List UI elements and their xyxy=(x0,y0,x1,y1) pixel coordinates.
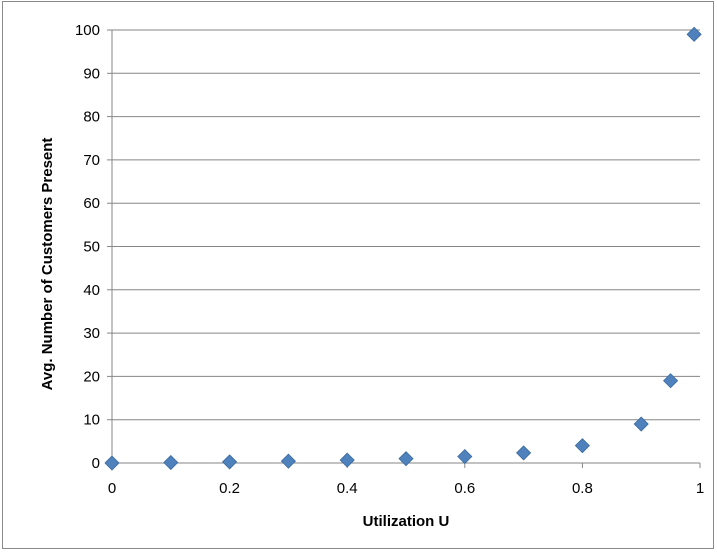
axes xyxy=(107,29,701,468)
x-tick-label: 0.4 xyxy=(337,480,358,497)
data-point xyxy=(339,452,355,468)
data-point xyxy=(663,373,679,389)
y-tick-labels: 0 10 20 30 40 50 60 70 80 90 100 xyxy=(75,22,100,472)
data-point xyxy=(398,451,414,467)
data-point xyxy=(686,26,702,42)
x-tick-label: 0.6 xyxy=(454,480,475,497)
data-point xyxy=(574,438,590,454)
data-points xyxy=(104,26,702,471)
y-tick-label: 60 xyxy=(83,195,100,212)
x-tick-label: 0.8 xyxy=(572,480,593,497)
x-tick-labels: 0 0.2 0.4 0.6 0.8 1 xyxy=(108,480,704,497)
data-point xyxy=(633,416,649,432)
data-point xyxy=(163,454,179,471)
scatter-chart: 0 10 20 30 40 50 60 70 80 90 100 0 0.2 0.4 0.6 0.8 1 Ut… xyxy=(39,22,704,530)
y-tick-label: 70 xyxy=(83,152,100,169)
y-tick-label: 90 xyxy=(83,65,100,82)
y-tick-label: 30 xyxy=(83,325,100,342)
data-point xyxy=(516,445,532,461)
y-tick-label: 80 xyxy=(83,109,100,126)
y-tick-label: 100 xyxy=(75,22,100,39)
y-tick-label: 0 xyxy=(92,455,100,472)
gridlines xyxy=(112,29,700,421)
data-point xyxy=(457,448,473,465)
y-tick-label: 40 xyxy=(83,282,100,299)
data-point xyxy=(280,453,296,469)
y-tick-label: 10 xyxy=(83,412,100,429)
y-tick-label: 50 xyxy=(83,239,100,256)
data-point xyxy=(222,454,238,470)
x-tick-label: 0 xyxy=(108,480,116,497)
x-tick-label: 1 xyxy=(696,480,704,497)
x-axis-title: Utilization U xyxy=(363,513,450,530)
y-axis-title: Avg. Number of Customers Present xyxy=(39,138,56,391)
y-tick-label: 20 xyxy=(83,368,100,385)
x-tick-label: 0.2 xyxy=(219,480,240,497)
data-point xyxy=(104,455,120,471)
